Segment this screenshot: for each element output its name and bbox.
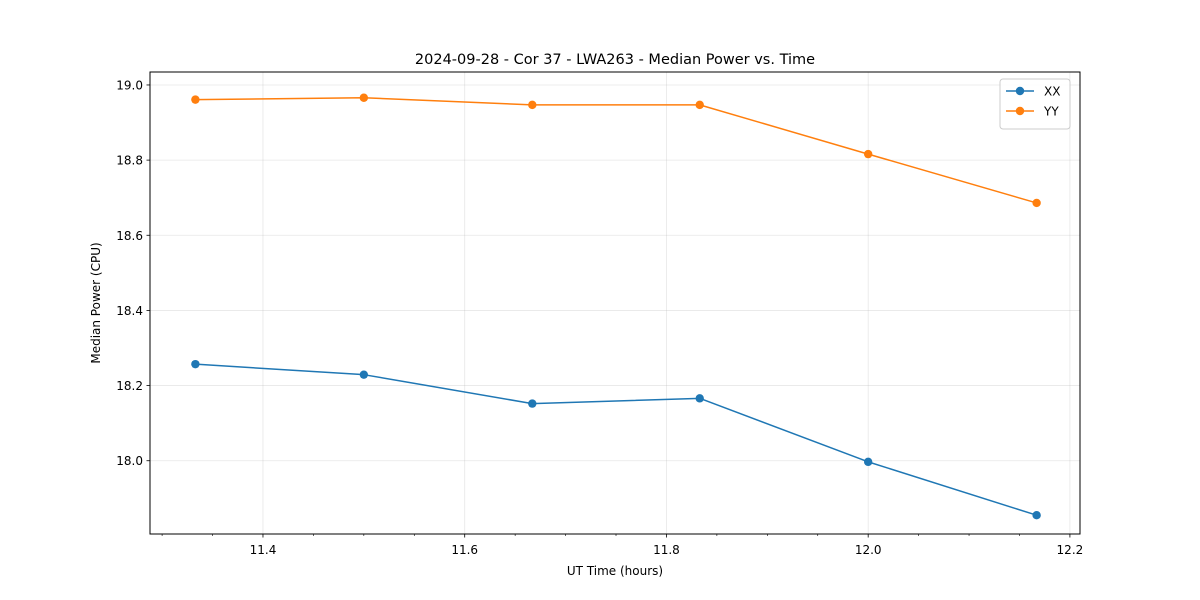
legend-label-xx: XX: [1044, 85, 1060, 99]
y-axis-label: Median Power (CPU): [89, 242, 103, 363]
y-tick-label: 18.6: [116, 229, 143, 243]
axes: 11.4 11.6 11.8 12.0 12.2 18.0 18.2 18.4 18.6 18.8…: [116, 78, 1083, 557]
data-point-yy: [359, 93, 369, 102]
x-tick-label: 12.2: [1057, 543, 1084, 557]
data-point-xx: [191, 359, 200, 369]
data-point-yy: [863, 149, 873, 159]
y-tick-label: 19.0: [116, 78, 143, 92]
y-tick-label: 18.0: [116, 454, 143, 468]
chart-title: 2024-09-28 - Cor 37 - LWA263 - Median Po…: [415, 52, 815, 68]
y-tick-label: 18.4: [116, 304, 143, 318]
legend-marker-yy: [1015, 106, 1025, 116]
legend-marker-xx: [1015, 86, 1025, 96]
data-point-xx: [528, 399, 537, 408]
data-point-xx: [695, 394, 704, 403]
x-tick-label: 11.6: [451, 543, 478, 557]
plot-frame: [149, 71, 1081, 535]
data-point-yy: [528, 100, 537, 110]
series-line-yy: [195, 96, 1037, 204]
series-layer: [191, 93, 1041, 520]
data-point-xx: [359, 370, 369, 379]
x-axis-label: UT Time (hours): [567, 564, 663, 578]
data-point-xx: [1032, 511, 1041, 520]
legend: XX YY: [999, 78, 1071, 130]
x-tick-label: 11.8: [653, 543, 680, 557]
grid: [150, 72, 1080, 534]
x-tick-label: 11.4: [250, 543, 277, 557]
y-tick-label: 18.2: [116, 379, 143, 393]
legend-label-yy: YY: [1043, 105, 1059, 119]
x-tick-label: 12.0: [855, 543, 882, 557]
data-point-xx: [863, 457, 873, 467]
data-point-yy: [695, 100, 704, 110]
y-tick-label: 18.8: [116, 154, 143, 168]
data-point-yy: [1032, 198, 1041, 208]
data-point-yy: [191, 95, 200, 104]
series-line-xx: [195, 363, 1037, 516]
